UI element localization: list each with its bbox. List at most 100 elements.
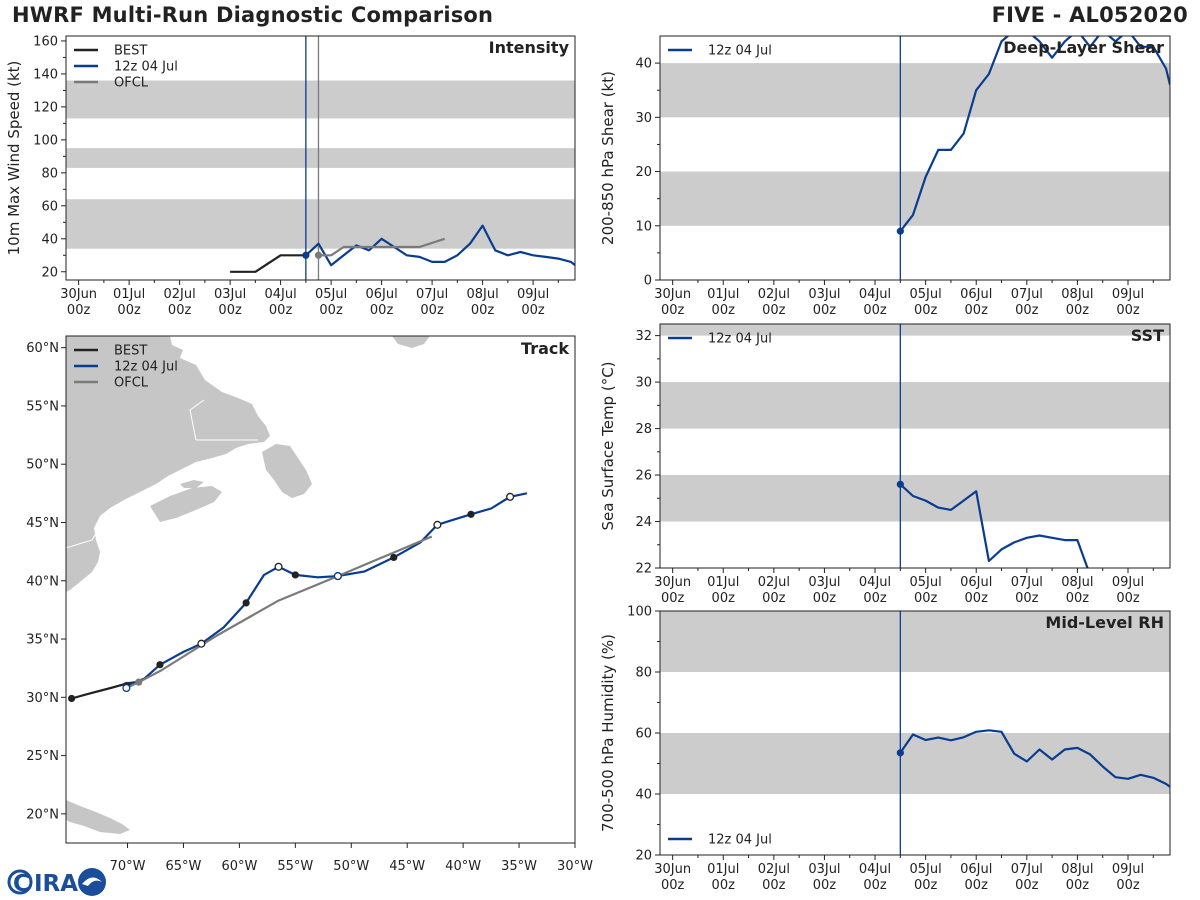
track-map-land (66, 336, 430, 834)
svg-text:IRA: IRA (34, 871, 78, 897)
sst-xtick-label: 03Jul (808, 575, 840, 590)
intensity-marker-ofcl (314, 251, 323, 259)
rh-panel: 2040608010030Jun00z01Jul00z02Jul00z03Jul… (599, 605, 1171, 893)
intensity-xtick-label: 04Jul (264, 287, 296, 302)
intensity-band-1 (66, 148, 575, 168)
intensity-xtick-label: 00z (521, 303, 545, 318)
track-point-open (333, 572, 342, 581)
intensity-series-ofcl (318, 237, 446, 257)
sst-xtick-label: 00z (1066, 591, 1090, 606)
shear-ytick-label: 0 (644, 274, 652, 289)
track-series-ofcl (125, 535, 433, 689)
rh-xtick-label: 00z (1066, 878, 1090, 893)
shear-marker-run (896, 227, 904, 235)
track-ytick-label: 60°N (26, 341, 59, 356)
sst-xtick-label: 02Jul (758, 575, 790, 590)
shear-plot-area (660, 36, 1170, 280)
storm-id-title: FIVE - AL052020 (991, 3, 1188, 27)
intensity-xtick-label: 08Jul (466, 287, 498, 302)
track-xtick-label: 35°W (501, 859, 537, 874)
rh-ytick-label: 20 (635, 849, 652, 864)
track-point-filled (390, 553, 398, 562)
rh-xtick-label: 08Jul (1061, 862, 1093, 877)
intensity-xtick-label: 00z (471, 303, 495, 318)
sst-ytick-label: 26 (635, 469, 652, 484)
shear-xtick-label: 00z (1015, 303, 1039, 318)
track-xtick-label: 70°W (110, 859, 146, 874)
intensity-series-best (230, 254, 306, 273)
rh-xtick-label: 00z (813, 878, 837, 893)
newfoundland-land (262, 444, 312, 498)
track-legend-label-best: BEST (114, 344, 147, 359)
intensity-xtick-label: 07Jul (416, 287, 448, 302)
rh-series-run (899, 729, 1170, 788)
intensity-xtick-label: 06Jul (365, 287, 397, 302)
rh-xtick-label: 30Jun (654, 862, 691, 877)
sst-xtick-label: 08Jul (1061, 575, 1093, 590)
intensity-xtick-label: 00z (218, 303, 242, 318)
sst-ytick-label: 30 (635, 376, 652, 391)
sst-xtick-label: 00z (1116, 591, 1140, 606)
track-xtick-label: 55°W (277, 859, 313, 874)
track-ytick-label: 40°N (26, 574, 59, 589)
intensity-legend-label-run: 12z 04 Jul (114, 60, 178, 75)
track-ytick-label: 50°N (26, 458, 59, 473)
shear-xtick-label: 03Jul (808, 287, 840, 302)
intensity-ytick-label: 80 (41, 166, 58, 181)
intensity-plot-area (66, 36, 575, 280)
shear-xtick-label: 30Jun (654, 287, 691, 302)
sst-title: SST (1131, 326, 1164, 345)
shear-xtick-label: 07Jul (1011, 287, 1043, 302)
shear-ytick-label: 30 (635, 111, 652, 126)
sst-plot-area (660, 324, 1170, 568)
sst-xtick-label: 06Jul (960, 575, 992, 590)
pei-land (180, 480, 204, 488)
track-point-filled (67, 694, 76, 703)
shear-ytick-label: 40 (635, 57, 652, 72)
track-point-ofcl (135, 678, 143, 686)
intensity-ylabel: 10m Max Wind Speed (kt) (5, 61, 23, 256)
track-plot-area (67, 492, 528, 703)
page-title: HWRF Multi-Run Diagnostic Comparison (12, 3, 494, 27)
intensity-xtick-label: 01Jul (113, 287, 145, 302)
track-point-filled (291, 571, 299, 579)
intensity-panel: 2040608010012014016030Jun00z01Jul00z02Ju… (5, 34, 576, 318)
track-ytick-label: 20°N (26, 807, 59, 822)
intensity-ytick-label: 120 (33, 100, 58, 115)
sst-xtick-label: 00z (813, 591, 837, 606)
track-legend-label-ofcl: OFCL (114, 376, 149, 391)
intensity-band-2 (66, 80, 575, 119)
rh-band-1 (660, 611, 1170, 672)
track-point-open (274, 562, 283, 571)
track-ytick-label: 55°N (26, 399, 59, 414)
intensity-xtick-label: 00z (420, 303, 444, 318)
track-xtick-label: 40°W (445, 859, 481, 874)
rh-title: Mid-Level RH (1045, 613, 1164, 632)
border-lines (66, 399, 258, 549)
sst-marker-run (896, 480, 904, 488)
shear-xtick-label: 00z (762, 303, 786, 318)
intensity-xtick-label: 00z (117, 303, 141, 318)
intensity-xtick-label: 09Jul (517, 287, 549, 302)
shear-frame (659, 35, 1171, 281)
sst-xtick-label: 00z (712, 591, 736, 606)
track-title: Track (521, 339, 569, 358)
track-ytick-label: 25°N (26, 749, 59, 764)
track-point-filled (242, 599, 250, 607)
north-america-land (66, 336, 270, 592)
intensity-ytick-label: 140 (33, 67, 58, 82)
track-xtick-label: 30°W (557, 859, 593, 874)
track-legend-label-run: 12z 04 Jul (114, 360, 178, 375)
rh-xtick-label: 00z (1015, 878, 1039, 893)
sst-ytick-label: 28 (635, 422, 652, 437)
track-panel: 70°W 65°W 60°W 55°W 50°W 45°W 40°W 35°W 30°W 20°N… (26, 335, 593, 874)
sst-xtick-label: 00z (762, 591, 786, 606)
greenland-tip-land (392, 336, 430, 348)
track-point-open (506, 492, 515, 501)
sst-ylabel: Sea Surface Temp (°C) (599, 361, 617, 530)
track-ytick-label: 45°N (26, 516, 59, 531)
intensity-ytick-label: 160 (33, 34, 58, 49)
intensity-ytick-label: 20 (41, 265, 58, 280)
shear-xtick-label: 06Jul (960, 287, 992, 302)
